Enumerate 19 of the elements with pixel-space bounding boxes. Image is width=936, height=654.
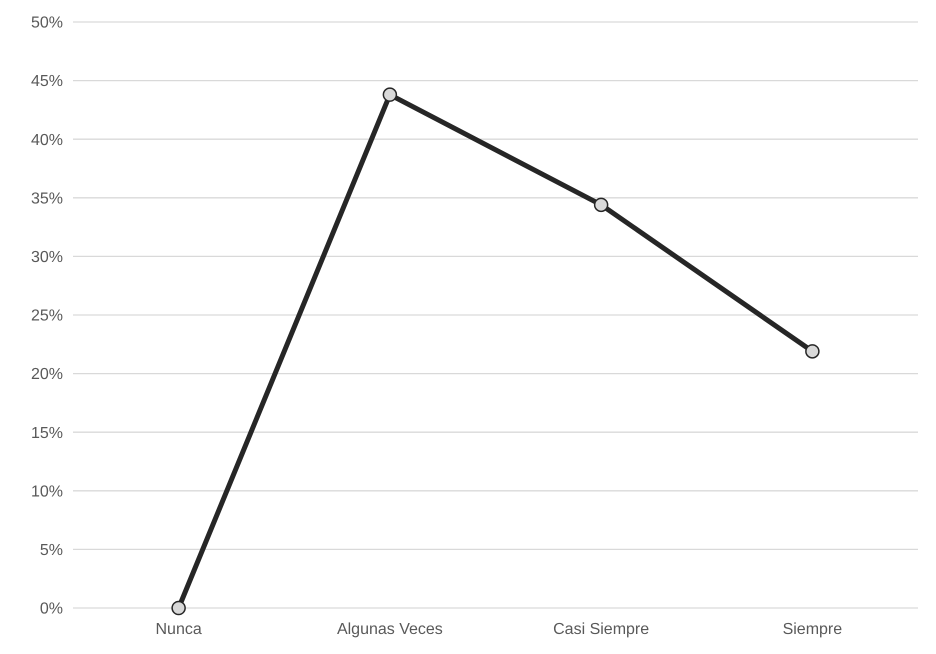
point (171, 600, 186, 616)
x-tick-label: Nunca (156, 621, 202, 638)
x-tick-label: Siempre (782, 621, 842, 638)
y-tick-label: 15% (30, 424, 63, 442)
point (382, 87, 398, 102)
point (805, 344, 820, 359)
y-tick-label: 5% (40, 542, 63, 559)
y-tick-label: 20% (30, 366, 63, 384)
y-tick-label: 30% (30, 249, 63, 266)
y-tick-label: 0% (40, 600, 63, 618)
x-tick-label: Casi Siempre (553, 621, 650, 638)
y-tick-label: 40% (30, 132, 63, 149)
y-tick-label: 10% (30, 483, 63, 500)
y-tick-label: 45% (30, 73, 63, 90)
y-tick-label: 25% (30, 308, 63, 325)
y-tick-label: 50% (30, 14, 63, 32)
point (594, 198, 608, 212)
x-tick-label: Algunas Veces (336, 621, 443, 638)
y-tick-label: 35% (30, 190, 63, 208)
